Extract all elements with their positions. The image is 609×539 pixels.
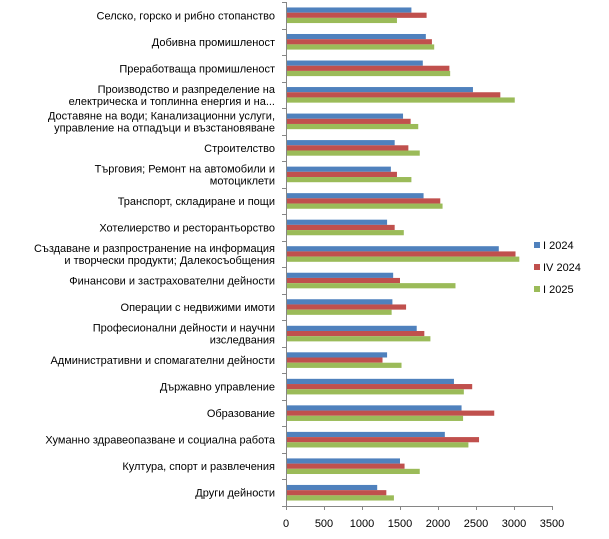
bar-4-i-2024 xyxy=(286,87,473,93)
category-label: Култура, спорт и развлечения xyxy=(122,461,275,473)
bar-5-i-2025 xyxy=(286,123,419,130)
bar-18-i-2025 xyxy=(286,468,420,475)
axes-layer xyxy=(282,2,553,510)
bar-12-i-2025 xyxy=(286,309,392,315)
bar-16-i-2025 xyxy=(286,415,464,421)
bar-11-iv-2024 xyxy=(286,277,400,284)
category-label: Строителство xyxy=(204,143,275,155)
bar-6-i-2024 xyxy=(286,140,395,146)
bar-19-i-2025 xyxy=(286,495,394,501)
category-label: Транспорт, складиране и пощи xyxy=(118,196,275,208)
bar-2-iv-2024 xyxy=(286,39,432,45)
bar-16-i-2024 xyxy=(286,405,462,411)
bar-13-iv-2024 xyxy=(286,330,425,337)
legend-item-i-2024: I 2024 xyxy=(534,240,574,252)
bar-13-i-2024 xyxy=(286,325,417,331)
bar-17-i-2024 xyxy=(286,431,445,438)
category-label: Добивна промишленост xyxy=(152,37,275,49)
x-tick-label: 3000 xyxy=(502,518,526,530)
bar-5-i-2024 xyxy=(286,113,404,119)
category-label: Операции с недвижими имоти xyxy=(121,302,275,314)
bar-9-i-2024 xyxy=(286,219,388,225)
legend-label: I 2024 xyxy=(543,240,574,252)
bar-13-i-2025 xyxy=(286,336,431,342)
bar-4-i-2025 xyxy=(286,97,515,103)
legend-item-iv-2024: IV 2024 xyxy=(534,262,581,274)
bar-15-iv-2024 xyxy=(286,384,473,390)
category-label: Хотелиерство и ресторантьорство xyxy=(99,223,275,235)
bar-17-iv-2024 xyxy=(286,437,480,443)
bar-19-iv-2024 xyxy=(286,490,387,496)
x-tick-label: 1500 xyxy=(388,518,412,530)
bar-11-i-2024 xyxy=(286,272,394,278)
bar-15-i-2024 xyxy=(286,378,454,385)
bar-5-iv-2024 xyxy=(286,118,411,124)
bar-12-iv-2024 xyxy=(286,304,407,310)
bar-1-iv-2024 xyxy=(286,12,427,18)
category-label: Селско, горско и рибно стопанство xyxy=(97,10,275,22)
category-label: Финансови и застрахователни дейности xyxy=(69,276,275,288)
category-label: Преработваща промишленост xyxy=(119,63,275,75)
bar-2-i-2024 xyxy=(286,33,426,40)
bar-3-i-2025 xyxy=(286,70,451,77)
category-label: Хуманно здравеопазване и социална работа xyxy=(45,435,275,447)
legend-swatch xyxy=(534,264,540,270)
category-label: Търговия; Ремонт на автомобили и мотоцикл… xyxy=(95,163,275,187)
bar-8-iv-2024 xyxy=(286,198,441,204)
bar-9-i-2025 xyxy=(286,230,404,236)
x-tick-label: 0 xyxy=(283,518,289,530)
x-tick-label: 1000 xyxy=(350,518,374,530)
category-label: Административни и спомагателни дейности xyxy=(50,355,275,367)
category-label: Образование xyxy=(207,408,275,420)
bar-11-i-2025 xyxy=(286,283,456,289)
bar-7-i-2024 xyxy=(286,166,391,172)
bar-3-iv-2024 xyxy=(286,65,450,71)
bar-10-iv-2024 xyxy=(286,251,516,257)
legend-item-i-2025: I 2025 xyxy=(534,284,574,296)
category-label: Професионални дейности и научни изследван… xyxy=(93,323,275,347)
bar-7-i-2025 xyxy=(286,177,412,183)
legend-label: IV 2024 xyxy=(543,262,581,274)
bar-9-iv-2024 xyxy=(286,224,395,231)
bar-1-i-2025 xyxy=(286,17,397,24)
bar-14-iv-2024 xyxy=(286,357,383,363)
bar-10-i-2024 xyxy=(286,246,499,252)
bar-8-i-2024 xyxy=(286,193,424,199)
x-tick-label: 500 xyxy=(315,518,333,530)
bar-18-iv-2024 xyxy=(286,463,405,469)
bar-16-iv-2024 xyxy=(286,410,495,416)
bar-8-i-2025 xyxy=(286,203,443,209)
x-tick-label: 3500 xyxy=(540,518,564,530)
category-label: Доставяне на води; Канализационни услуги… xyxy=(48,110,275,134)
x-tick-label: 2000 xyxy=(426,518,450,530)
legend-swatch xyxy=(534,286,540,292)
bar-6-iv-2024 xyxy=(286,145,409,151)
bar-18-i-2024 xyxy=(286,458,400,464)
bar-4-iv-2024 xyxy=(286,92,501,98)
legend-swatch xyxy=(534,242,540,248)
category-label: Производство и разпределение на електриче… xyxy=(69,84,276,108)
bar-17-i-2025 xyxy=(286,442,469,448)
bars-layer xyxy=(286,7,520,501)
bar-19-i-2024 xyxy=(286,484,378,491)
bar-12-i-2024 xyxy=(286,299,393,305)
legend-label: I 2025 xyxy=(543,284,574,296)
bar-15-i-2025 xyxy=(286,389,464,395)
bar-6-i-2025 xyxy=(286,150,420,156)
category-labels: Селско, горско и рибно стопанство Добивна… xyxy=(34,10,276,499)
category-label: Други дейности xyxy=(195,488,275,500)
category-label: Създаване и разпространение на информаци… xyxy=(34,243,275,267)
bar-10-i-2025 xyxy=(286,256,520,262)
bar-14-i-2024 xyxy=(286,352,388,358)
x-tick-labels: 0 500 1000 1500 2000 2500 3000 3500 xyxy=(283,518,564,530)
category-label: Държавно управление xyxy=(160,382,275,394)
bar-7-iv-2024 xyxy=(286,171,397,178)
bar-14-i-2025 xyxy=(286,362,402,368)
legend: I 2024 IV 2024 I 2025 xyxy=(534,240,581,296)
bar-2-i-2025 xyxy=(286,44,435,50)
bar-3-i-2024 xyxy=(286,60,423,66)
x-tick-label: 2500 xyxy=(464,518,488,530)
bar-1-i-2024 xyxy=(286,7,412,13)
